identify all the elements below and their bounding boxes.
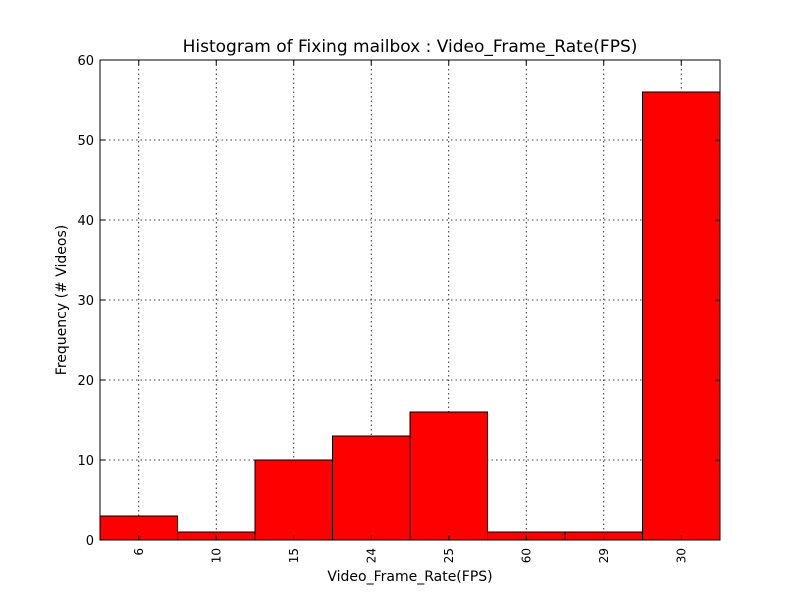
x-tick-label: 25 [442,548,456,563]
histogram-bar [642,91,721,541]
y-tick-label: 30 [77,294,94,309]
x-tick-label: 29 [597,548,611,563]
x-tick-label: 10 [209,548,223,563]
x-tick-label: 15 [287,548,301,563]
y-axis-label: Frequency (# Videos) [54,225,70,375]
y-tick-label: 50 [77,134,94,149]
x-tick-label: 6 [132,548,146,556]
y-tick-label: 0 [86,534,94,549]
histogram-bar [332,435,411,541]
y-tick-label: 10 [77,454,94,469]
y-tick-label: 40 [77,214,94,229]
bars [99,91,721,541]
x-tick-label: 60 [519,548,533,563]
histogram-bar [409,411,488,541]
x-axis-label: Video_Frame_Rate(FPS) [327,569,492,585]
y-tick-label: 60 [77,54,94,69]
ticks: 0 10 20 30 40 50 60 6 10 15 24 25 60 29 30 [77,54,720,563]
x-tick-label: 30 [674,548,688,563]
histogram-bar [254,459,333,541]
y-tick-label: 20 [77,374,94,389]
x-tick-label: 24 [364,548,378,563]
chart-title: Histogram of Fixing mailbox : Video_Fram… [183,37,638,57]
